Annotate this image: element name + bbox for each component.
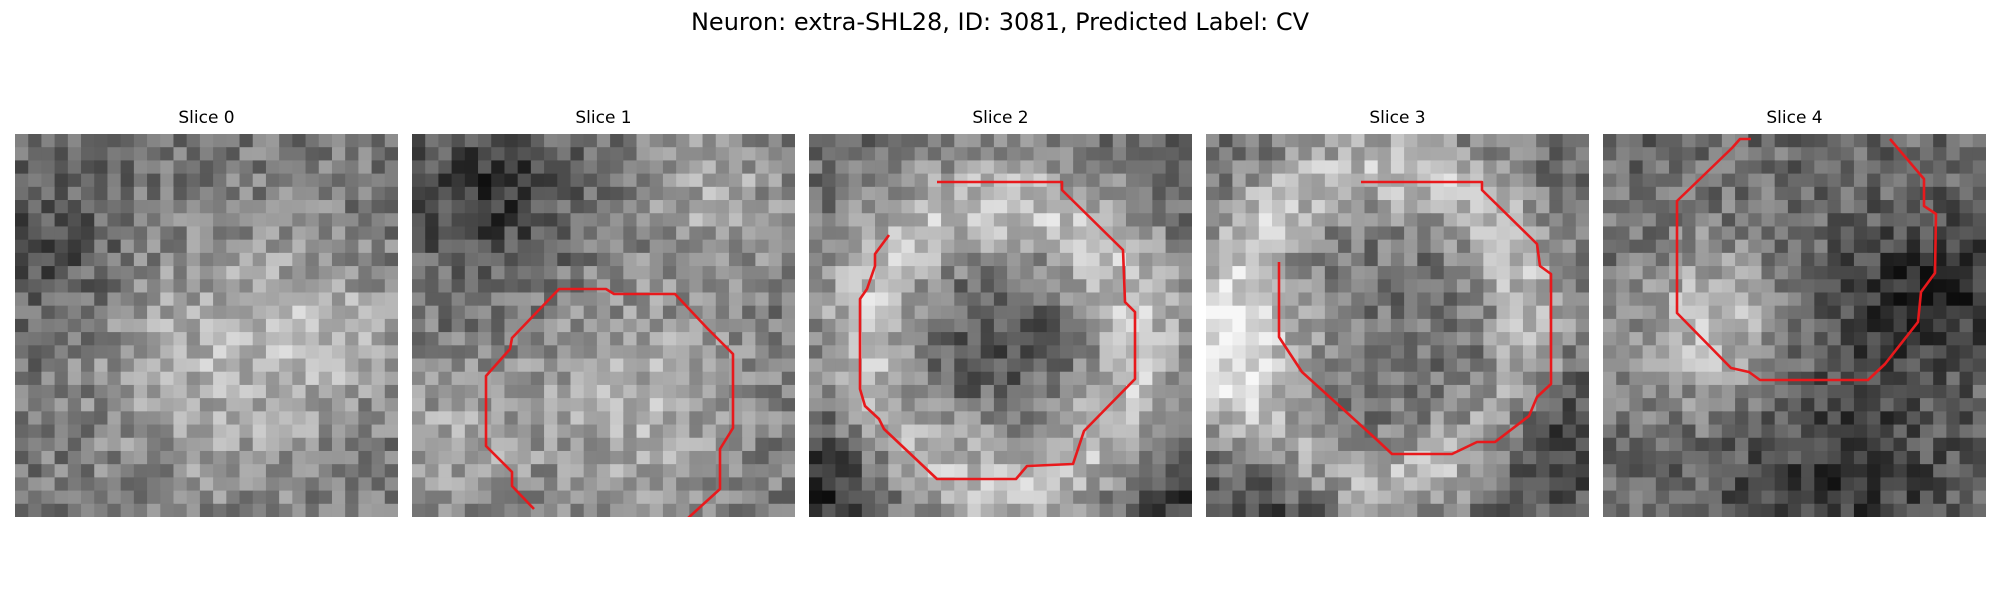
slice-image bbox=[1603, 134, 1986, 517]
slice-panel-3: Slice 3 bbox=[1206, 108, 1589, 517]
slice-title: Slice 3 bbox=[1369, 108, 1426, 128]
figure-title: Neuron: extra-SHL28, ID: 3081, Predicted… bbox=[690, 8, 1310, 36]
contour-outline bbox=[1675, 137, 1938, 382]
slice-title: Slice 1 bbox=[575, 108, 632, 128]
slice-title: Slice 2 bbox=[972, 108, 1029, 128]
slice-panel-1: Slice 1 bbox=[412, 108, 795, 517]
slice-panel-4: Slice 4 bbox=[1603, 108, 1986, 517]
contour-outline bbox=[1277, 180, 1553, 456]
slice-title: Slice 4 bbox=[1766, 108, 1823, 128]
slice-image bbox=[809, 134, 1192, 517]
slice-panel-2: Slice 2 bbox=[809, 108, 1192, 517]
slice-title: Slice 0 bbox=[178, 108, 235, 128]
slice-image bbox=[412, 134, 795, 517]
slice-image bbox=[15, 134, 398, 517]
contour-outline bbox=[858, 180, 1137, 481]
slice-image bbox=[1206, 134, 1589, 517]
slice-panel-0: Slice 0 bbox=[15, 108, 398, 517]
contour-outline bbox=[484, 287, 735, 517]
